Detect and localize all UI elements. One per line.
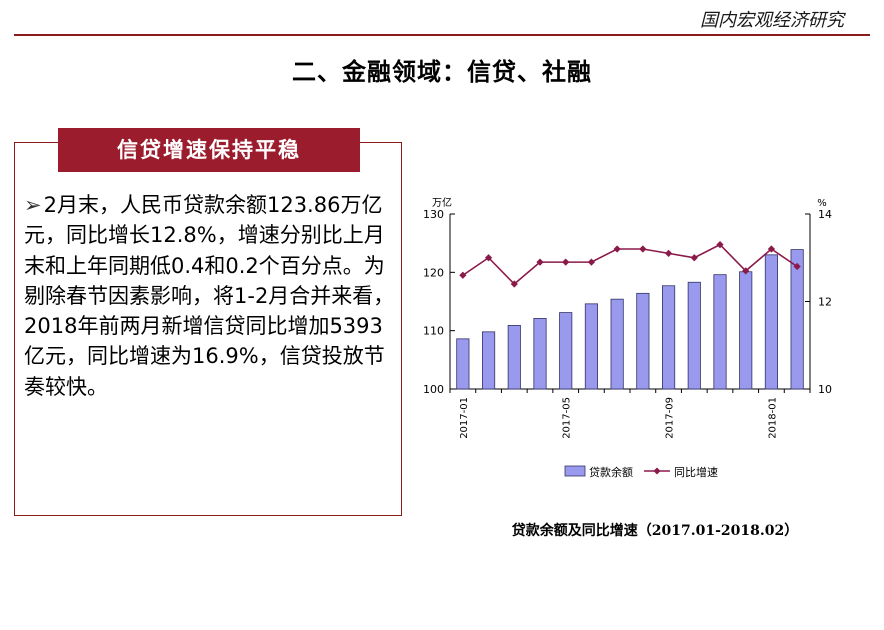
legend-bar-swatch (564, 465, 586, 477)
yoy-growth-point (459, 271, 467, 279)
y-left-unit: 万亿 (432, 196, 452, 209)
legend-bar-label: 贷款余额 (589, 465, 633, 479)
loan-balance-bar (507, 325, 521, 390)
y-left-tick-label: 100 (423, 383, 444, 396)
y-right-tick-label: 10 (818, 383, 832, 396)
legend-line-label: 同比增速 (674, 465, 718, 479)
bullet-arrow-icon: ➢ (24, 193, 42, 217)
summary-text: ➢2月末，人民币贷款余额123.86万亿元，同比增长12.8%，增速分别比上月末… (24, 190, 396, 402)
x-tick-label: 2017-05 (562, 397, 573, 439)
loan-balance-bar (482, 331, 496, 390)
yoy-growth-point (793, 262, 801, 271)
yoy-growth-point (664, 249, 673, 257)
yoy-growth-point (613, 245, 621, 253)
chart-caption: 贷款余额及同比增速（2017.01-2018.02） (511, 523, 799, 539)
y-right-tick-label: 14 (818, 208, 832, 221)
yoy-growth-line (462, 243, 798, 286)
loan-balance-bar (584, 303, 598, 390)
loan-balance-bar (636, 292, 650, 390)
yoy-growth-point (690, 254, 698, 262)
legend-line-marker (653, 467, 661, 475)
summary-body: 2月末，人民币贷款余额123.86万亿元，同比增长12.8%，增速分别比上月末和… (24, 193, 395, 399)
loan-balance-bar (456, 338, 470, 390)
x-tick-label: 2017-09 (665, 397, 676, 439)
loan-chart: 100 110 120 130 万亿 10 12 14% 2017-01 2017-05 2017-… (408, 190, 856, 490)
loan-balance-bar (533, 318, 547, 390)
y-left-tick-label: 130 (423, 208, 444, 221)
loan-balance-bar (764, 254, 778, 390)
yoy-growth-point (742, 267, 750, 275)
loan-balance-bar (661, 285, 676, 390)
loan-balance-bar (610, 298, 624, 390)
loan-balance-bar (739, 271, 753, 390)
loan-balance-bar (559, 312, 573, 390)
x-tick-label: 2017-01 (459, 397, 470, 439)
yoy-growth-point (562, 258, 570, 266)
loan-balance-bar (687, 281, 701, 390)
loan-balance-bar (790, 249, 804, 390)
header-brand: 国内宏观经济研究 (700, 10, 844, 31)
yoy-growth-point (716, 241, 724, 249)
x-tick-label: 2018-01 (767, 397, 778, 439)
summary-box-title: 信贷增速保持平稳 (58, 128, 360, 172)
y-left-tick-label: 120 (423, 266, 444, 279)
yoy-growth-point (639, 245, 647, 253)
yoy-growth-point (587, 258, 596, 266)
header-divider (14, 34, 870, 36)
summary-box (14, 142, 402, 516)
yoy-growth-point (767, 245, 776, 253)
yoy-growth-point (536, 258, 544, 266)
y-right-tick-label: 12 (818, 296, 832, 309)
yoy-growth-point (510, 280, 518, 288)
y-left-tick-label: 110 (423, 325, 444, 338)
slide-title: 二、金融领域：信贷、社融 (292, 57, 592, 86)
y-right-unit: % (817, 198, 827, 209)
loan-balance-bar (713, 274, 727, 390)
